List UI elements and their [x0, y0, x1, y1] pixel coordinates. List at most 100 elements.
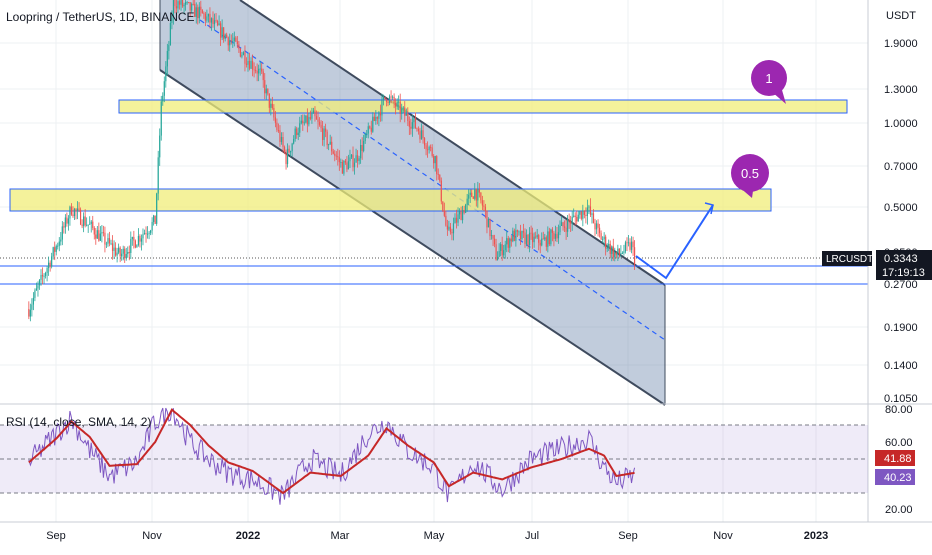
- candle: [582, 210, 584, 219]
- price-tick: 0.5000: [884, 202, 918, 214]
- candle: [271, 103, 273, 108]
- candle: [559, 226, 561, 233]
- candle: [104, 232, 106, 245]
- candle: [344, 160, 347, 163]
- candle: [154, 215, 156, 224]
- channel-upper-line[interactable]: [239, 0, 666, 286]
- rsi-axis[interactable]: 80.00 60.00 20.00: [885, 404, 913, 516]
- candle: [580, 211, 582, 219]
- candle: [309, 117, 312, 119]
- candle: [35, 288, 38, 291]
- candle: [437, 174, 439, 175]
- time-tick: Jul: [525, 530, 539, 542]
- candle: [44, 273, 47, 276]
- projection-path[interactable]: [635, 204, 714, 280]
- bubble-target-1[interactable]: 1: [751, 60, 787, 104]
- candle: [98, 230, 100, 241]
- candle: [95, 234, 97, 239]
- bubble-target-0-5[interactable]: 0.5: [731, 154, 769, 198]
- candle: [457, 214, 459, 223]
- candle: [451, 232, 453, 234]
- candle: [576, 216, 578, 222]
- candle: [207, 13, 210, 17]
- candle: [229, 40, 231, 46]
- candle: [201, 9, 203, 14]
- candle: [125, 253, 127, 259]
- channel-lower-line[interactable]: [159, 69, 666, 406]
- candle: [204, 13, 206, 21]
- candle: [49, 262, 51, 267]
- time-tick: 2022: [236, 530, 260, 542]
- candle: [542, 238, 544, 240]
- candle: [350, 154, 353, 158]
- price-axis-unit: USDT: [886, 10, 916, 22]
- candle: [393, 96, 395, 103]
- candle: [560, 222, 563, 227]
- candle: [273, 107, 275, 118]
- candle: [618, 248, 620, 254]
- candle: [503, 250, 505, 256]
- candle: [209, 13, 211, 23]
- candle: [280, 137, 283, 142]
- candle: [216, 21, 219, 26]
- candle: [612, 246, 614, 258]
- settings-corner[interactable]: [870, 524, 930, 548]
- candle: [169, 22, 171, 46]
- candle: [250, 60, 252, 69]
- candle: [528, 232, 531, 245]
- candle: [597, 223, 599, 228]
- candle: [446, 225, 448, 230]
- candle: [315, 116, 318, 120]
- candle: [139, 236, 141, 242]
- candle: [452, 223, 455, 234]
- candle: [501, 244, 503, 256]
- zone-1[interactable]: [118, 99, 848, 114]
- candle: [286, 148, 289, 165]
- rsi-ma-line[interactable]: [28, 408, 635, 495]
- candle: [113, 247, 115, 251]
- candle: [398, 101, 400, 103]
- candle: [153, 215, 155, 222]
- candle: [483, 205, 485, 207]
- candle: [385, 99, 388, 102]
- candle: [363, 140, 365, 151]
- time-axis[interactable]: Sep Nov 2022 Mar May Jul Sep Nov 2023: [46, 530, 828, 542]
- candle: [462, 209, 464, 221]
- candle: [258, 68, 260, 74]
- candle: [241, 54, 243, 57]
- candle: [463, 209, 465, 213]
- zone-0-5[interactable]: [9, 188, 772, 212]
- candle: [439, 174, 441, 181]
- candle: [404, 107, 406, 116]
- candle: [253, 69, 255, 71]
- time-tick: Nov: [142, 530, 162, 542]
- candle: [67, 218, 70, 224]
- candle: [105, 243, 108, 245]
- candle: [472, 196, 474, 199]
- time-tick: May: [424, 530, 445, 542]
- candle: [212, 18, 214, 25]
- candle: [510, 238, 512, 242]
- channel-midline[interactable]: [199, 19, 666, 341]
- candle: [294, 128, 296, 140]
- candle: [445, 215, 447, 226]
- candle: [378, 112, 380, 119]
- projection-arrowhead: [704, 202, 714, 215]
- candle: [498, 250, 500, 257]
- candle: [210, 18, 213, 23]
- candle: [118, 247, 120, 253]
- candle: [181, 0, 184, 7]
- candle: [532, 233, 534, 243]
- candle: [83, 216, 85, 227]
- candle: [621, 253, 624, 254]
- candle: [615, 252, 617, 255]
- candle: [61, 226, 63, 240]
- rsi-line[interactable]: [28, 407, 636, 505]
- candle: [475, 188, 477, 201]
- candle: [388, 96, 391, 103]
- candle: [565, 227, 567, 232]
- candle: [343, 160, 345, 174]
- candle: [177, 1, 179, 9]
- candle: [595, 223, 598, 230]
